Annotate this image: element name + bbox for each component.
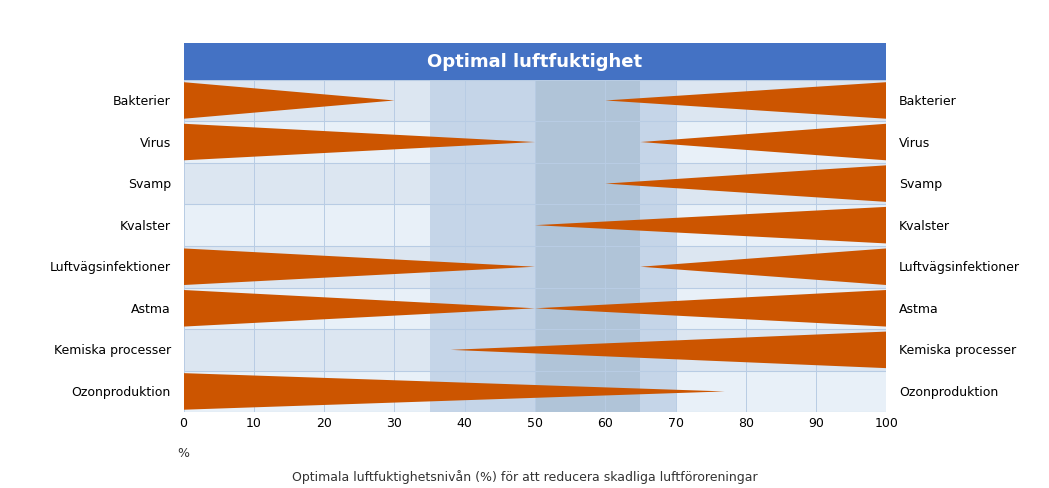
Polygon shape [605,166,886,203]
Text: Ozonproduktion: Ozonproduktion [899,385,999,398]
Text: Kvalster: Kvalster [120,219,171,232]
Polygon shape [605,83,886,120]
Bar [184,81,886,122]
Bar [184,329,886,371]
Bar [184,246,886,288]
Text: Virus: Virus [140,136,171,149]
Text: Bakterier: Bakterier [899,95,957,108]
Text: Astma: Astma [899,302,939,315]
Text: Virus: Virus [899,136,930,149]
Text: Bakterier: Bakterier [113,95,171,108]
Bar [184,288,886,329]
Polygon shape [184,290,535,327]
Polygon shape [640,124,886,161]
Bar [184,205,886,246]
Text: Ozonproduktion: Ozonproduktion [71,385,171,398]
Bar [430,81,676,412]
Polygon shape [640,249,886,285]
Text: Optimala luftfuktighetsnivån (%) för att reducera skadliga luftföroreningar: Optimala luftfuktighetsnivån (%) för att… [292,469,757,483]
Text: Optimal luftfuktighet: Optimal luftfuktighet [427,53,643,71]
Polygon shape [184,373,725,410]
Polygon shape [184,124,535,161]
Text: Luftvägsinfektioner: Luftvägsinfektioner [899,261,1020,274]
Polygon shape [184,249,535,285]
Bar [535,81,640,412]
Text: Svamp: Svamp [128,178,171,191]
Polygon shape [451,332,886,368]
Text: %: % [177,447,190,460]
Text: Svamp: Svamp [899,178,942,191]
Polygon shape [535,207,886,244]
Text: Kvalster: Kvalster [899,219,950,232]
Bar [184,163,886,205]
Text: Kemiska processer: Kemiska processer [53,344,171,357]
Text: Kemiska processer: Kemiska processer [899,344,1016,357]
Polygon shape [535,290,886,327]
Text: Astma: Astma [131,302,171,315]
Polygon shape [184,83,394,120]
Bar [184,122,886,163]
Bar [184,371,886,412]
Text: Luftvägsinfektioner: Luftvägsinfektioner [50,261,171,274]
